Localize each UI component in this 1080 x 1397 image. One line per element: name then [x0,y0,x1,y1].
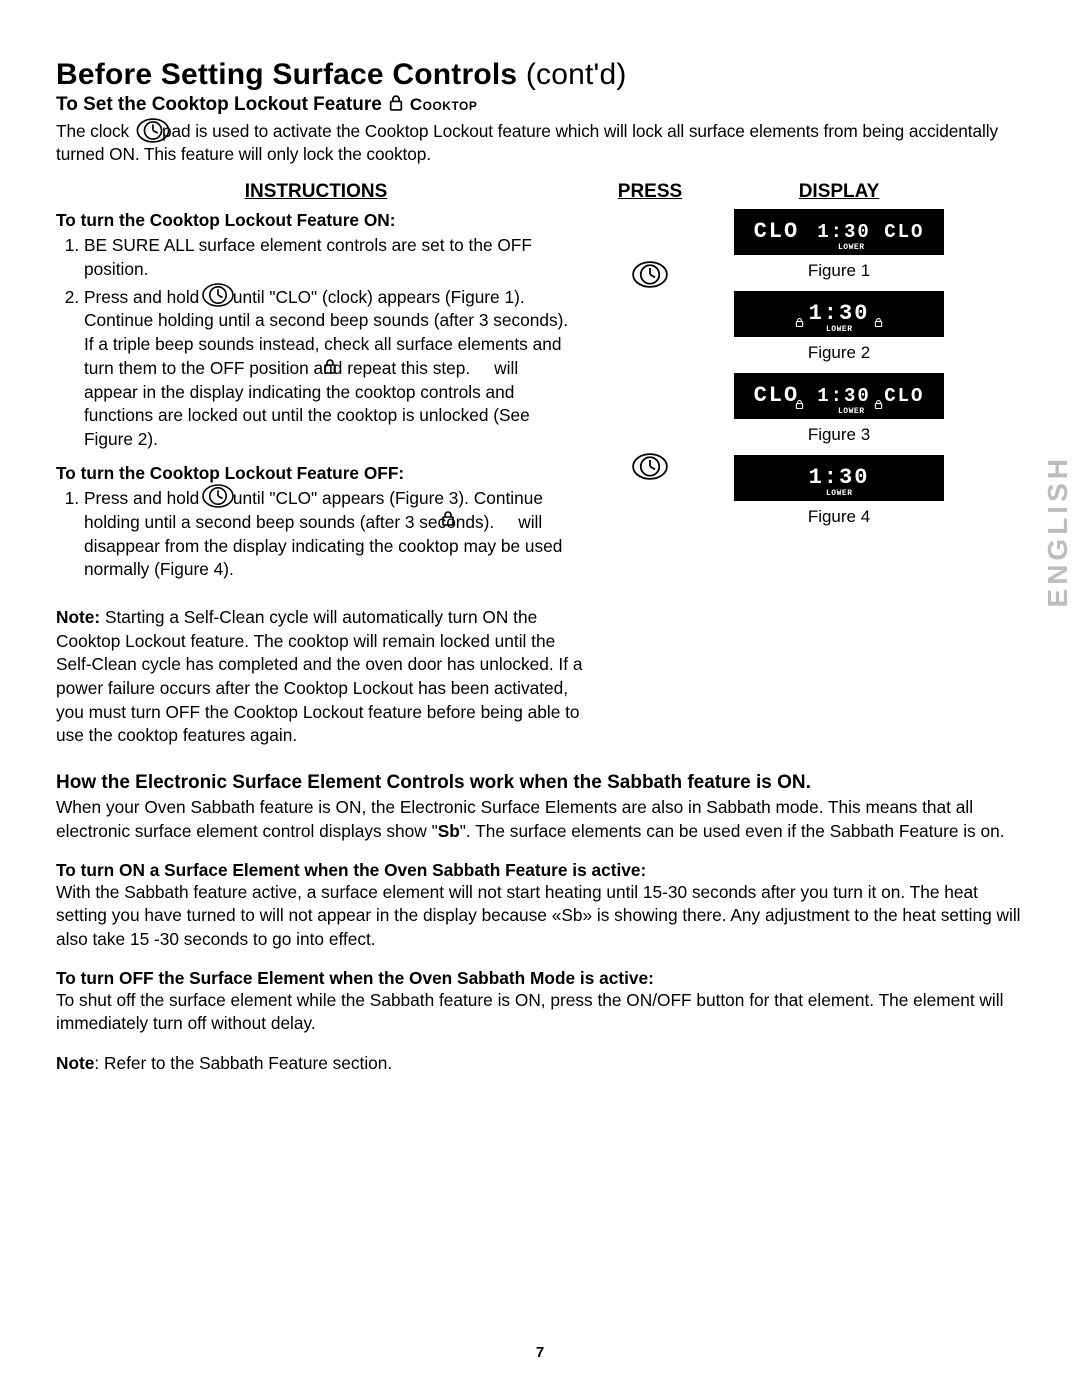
press-heading: PRESS [590,181,710,203]
display-figure-3: CLO 1:30 CLO LOWER [734,373,944,419]
press-icon-1 [590,261,710,293]
display-lock-row [734,309,944,334]
lockout-on-heading: To turn the Cooktop Lockout Feature ON: [56,209,576,233]
lock-icon [323,357,337,381]
sabbath-on-para: With the Sabbath feature active, a surfa… [56,881,1024,952]
note-label: Note [56,1053,94,1073]
display-sublabel: LOWER [826,489,853,498]
title-contd: (cont'd) [517,58,626,91]
display-text: CLO [754,219,800,244]
para-text: ". The surface elements can be used even… [460,821,1005,841]
sabbath-section: How the Electronic Surface Element Contr… [56,772,1024,1076]
clock-icon [202,283,234,314]
display-sublabel: LOWER [838,243,865,252]
display-figure-4: 1:30 LOWER [734,455,944,501]
display-figure-2: 1:30 LOWER [734,291,944,337]
list-item: Press and hold until "CLO" (clock) appea… [84,286,576,452]
lock-icon [388,94,404,116]
page-title: Before Setting Surface Controls (cont'd) [56,58,1024,92]
display-text: 1:30 CLO [817,221,924,243]
figure-3-caption: Figure 3 [808,425,870,445]
intro-paragraph: The clock pad is used to activate the Co… [56,120,1024,167]
figure-4-caption: Figure 4 [808,507,870,527]
display-figure-1: CLO 1:30 CLO LOWER [734,209,944,255]
sabbath-title: How the Electronic Surface Element Contr… [56,772,1024,794]
lock-icon [441,509,455,533]
instructions-heading: INSTRUCTIONS [56,181,576,203]
figure-2-caption: Figure 2 [808,343,870,363]
subtitle: To Set the Cooktop Lockout Feature [56,94,382,116]
note-text: Starting a Self-Clean cycle will automat… [56,607,582,745]
sabbath-off-para: To shut off the surface element while th… [56,989,1024,1036]
sabbath-on-heading: To turn ON a Surface Element when the Ov… [56,860,1024,881]
display-column: DISPLAY CLO 1:30 CLO LOWER Figure 1 1:30… [724,181,954,592]
step-text: BE SURE ALL surface element controls are… [84,235,532,279]
clock-icon [202,484,234,515]
subtitle-row: To Set the Cooktop Lockout Feature Cookt… [56,94,1024,116]
intro-text: The clock pad is used to activate the Co… [56,121,998,164]
lock-icon [795,391,804,416]
sabbath-intro: When your Oven Sabbath feature is ON, th… [56,796,1024,843]
step-text: Press and hold until "CLO" appears (Figu… [84,488,562,579]
note-text: : Refer to the Sabbath Feature section. [94,1053,392,1073]
display-lock-row [734,391,944,416]
lockout-on-steps: BE SURE ALL surface element controls are… [56,234,576,451]
page-number: 7 [0,1344,1080,1361]
clock-icon [136,118,170,149]
list-item: BE SURE ALL surface element controls are… [84,234,576,281]
press-column: PRESS [590,181,710,592]
sb-bold: Sb [438,821,460,841]
display-heading: DISPLAY [799,181,880,203]
figure-1-caption: Figure 1 [808,261,870,281]
instructions-column: INSTRUCTIONS To turn the Cooktop Lockout… [56,181,576,592]
cooktop-label: Cooktop [410,95,478,115]
sabbath-off-heading: To turn OFF the Surface Element when the… [56,968,1024,989]
display-text: 1:30 [809,465,870,490]
sabbath-note: Note: Refer to the Sabbath Feature secti… [56,1052,1024,1076]
list-item: Press and hold until "CLO" appears (Figu… [84,487,576,582]
title-main: Before Setting Surface Controls [56,58,517,91]
lockout-note: Note: Starting a Self-Clean cycle will a… [56,606,586,748]
press-icon-2 [590,453,710,485]
lock-icon [874,309,883,334]
note-label: Note: [56,607,100,627]
language-side-label: ENGLISH [1042,455,1074,607]
lockout-off-heading: To turn the Cooktop Lockout Feature OFF: [56,462,576,486]
lock-icon [874,391,883,416]
lock-icon [795,309,804,334]
lockout-off-steps: Press and hold until "CLO" appears (Figu… [56,487,576,582]
